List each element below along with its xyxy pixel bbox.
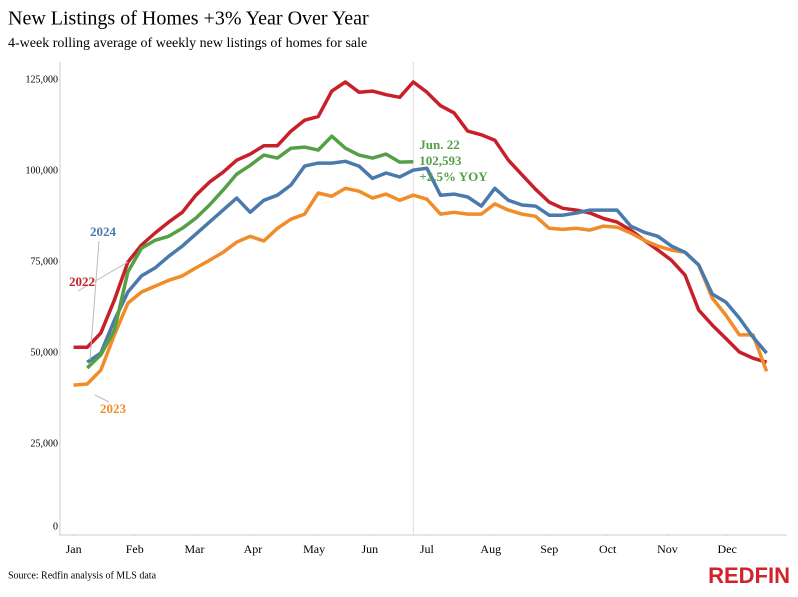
- series-label: 2023: [100, 401, 127, 416]
- series-line: [73, 186, 769, 387]
- series-line: [85, 134, 414, 370]
- x-tick-label: Feb: [126, 542, 144, 556]
- y-tick-label: 25,000: [31, 438, 59, 449]
- x-tick-label: May: [303, 542, 325, 556]
- x-tick-label: Oct: [599, 542, 617, 556]
- x-tick-label: Nov: [657, 542, 678, 556]
- chart-title: New Listings of Homes +3% Year Over Year: [8, 8, 369, 30]
- y-tick-label: 100,000: [26, 165, 59, 176]
- annotation: Jun. 22: [419, 137, 459, 152]
- series-label: 2024: [90, 224, 117, 239]
- chart-subtitle: 4-week rolling average of weekly new lis…: [8, 36, 367, 51]
- x-tick-label: Jun: [361, 542, 378, 556]
- y-tick-label: 50,000: [31, 347, 59, 358]
- x-tick-label: Dec: [718, 542, 737, 556]
- x-tick-label: Sep: [540, 542, 558, 556]
- x-tick-label: Mar: [185, 542, 205, 556]
- y-tick-label: 75,000: [31, 256, 59, 267]
- annotation: +2.5% YOY: [419, 169, 488, 184]
- y-tick-label: 0: [53, 521, 58, 532]
- label-leader: [94, 394, 110, 403]
- y-tick-label: 125,000: [26, 74, 59, 85]
- x-tick-label: Jul: [420, 542, 435, 556]
- source: Source: Redfin analysis of MLS data: [8, 570, 157, 581]
- series-line: [73, 80, 768, 364]
- series-line: [86, 159, 768, 364]
- series-label: 2022: [69, 274, 95, 289]
- logo: REDFIN: [708, 563, 790, 588]
- x-tick-label: Apr: [244, 542, 263, 556]
- annotation: 102,593: [419, 153, 462, 168]
- x-tick-label: Aug: [480, 542, 501, 556]
- label-leader: [77, 261, 129, 292]
- label-leader: [89, 240, 100, 361]
- x-tick-label: Jan: [66, 542, 82, 556]
